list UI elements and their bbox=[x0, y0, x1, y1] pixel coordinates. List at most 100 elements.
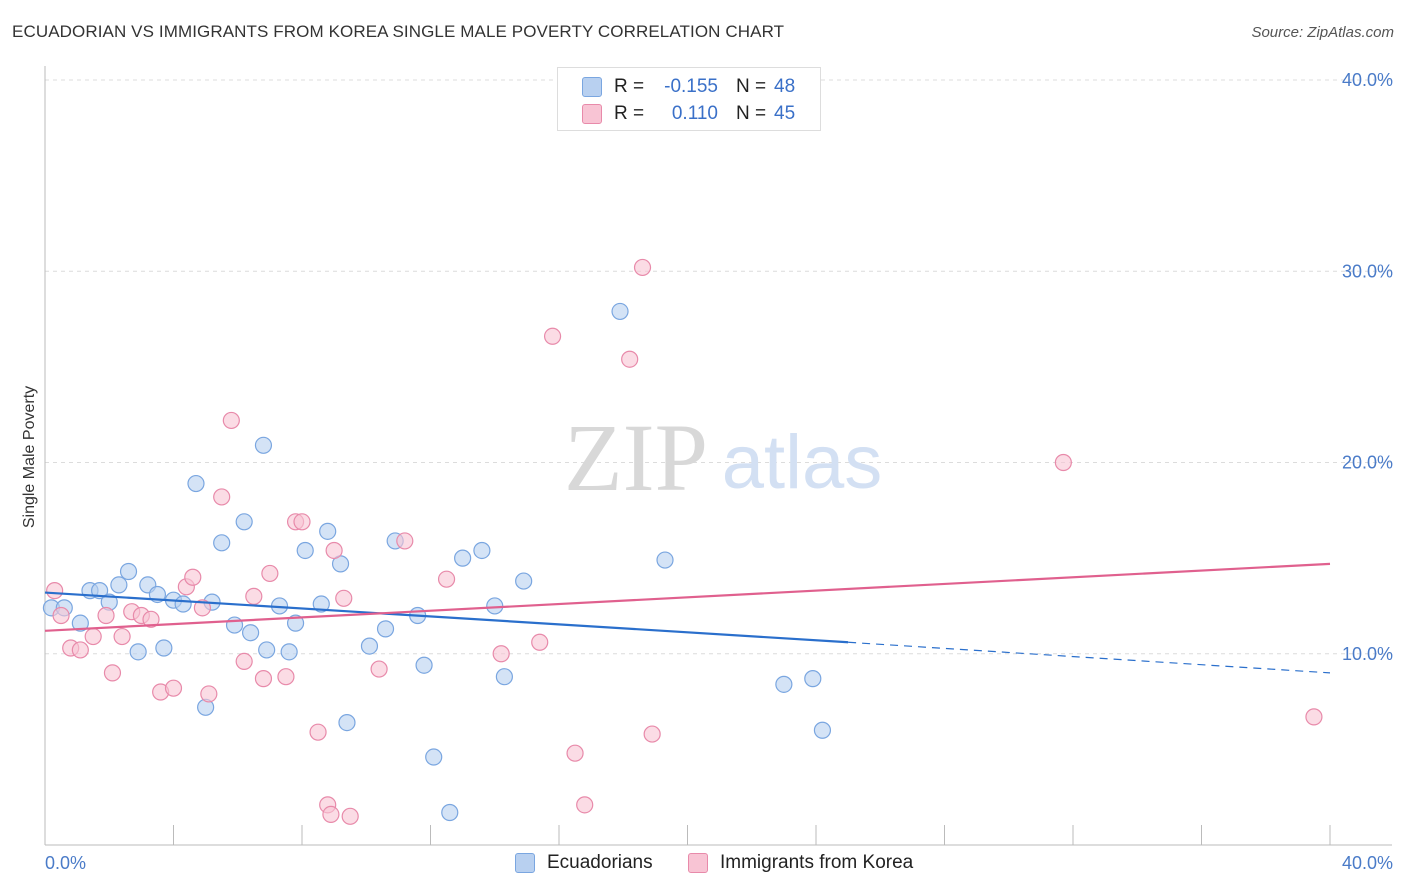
ecuadorian-point bbox=[495, 668, 513, 686]
korea-point bbox=[245, 587, 263, 605]
korea-point bbox=[437, 570, 456, 588]
korea-point bbox=[184, 568, 202, 586]
ecuadorian-point bbox=[473, 541, 491, 560]
y-tick-label: 40.0% bbox=[1342, 70, 1393, 90]
y-tick-label: 10.0% bbox=[1342, 644, 1393, 664]
ecuadorian-point bbox=[187, 474, 205, 493]
ecuadorian-point bbox=[213, 534, 231, 552]
ecuadorian-point bbox=[454, 549, 472, 567]
korea-point bbox=[566, 744, 584, 762]
korea-point bbox=[643, 725, 661, 743]
x-tick-label: 40.0% bbox=[1342, 853, 1393, 873]
ecuadorian-point bbox=[296, 541, 314, 560]
ecuadorian-trend-line bbox=[44, 591, 849, 644]
korea-point bbox=[46, 582, 64, 600]
korea-point bbox=[142, 610, 160, 628]
ecuadorian-point bbox=[174, 595, 192, 613]
ecuadorian-point bbox=[486, 597, 504, 615]
data-points bbox=[42, 258, 1323, 825]
ecuadorian-point bbox=[360, 637, 379, 655]
axes bbox=[44, 66, 1392, 846]
series-legend: Ecuadorians Immigrants from Korea bbox=[0, 852, 1406, 878]
korea-point bbox=[1054, 453, 1072, 472]
ecuadorian-point bbox=[312, 595, 330, 613]
legend-swatch-blue bbox=[515, 853, 535, 873]
korea-point bbox=[325, 541, 343, 560]
ecuadorian-point bbox=[110, 576, 128, 594]
korea-point bbox=[193, 599, 212, 617]
korea-point bbox=[492, 645, 510, 663]
korea-trend-line bbox=[44, 562, 1331, 632]
legend-r-label: R = bbox=[614, 76, 645, 97]
ecuadorian-point bbox=[129, 643, 147, 661]
watermark-atlas: atlas bbox=[722, 420, 883, 505]
legend-swatch-pink bbox=[582, 104, 602, 124]
legend-n-label: N = bbox=[736, 103, 767, 124]
y-axis-label: Single Male Poverty bbox=[21, 386, 38, 528]
ecuadorian-point bbox=[656, 551, 674, 569]
korea-point bbox=[370, 660, 388, 678]
legend-n-value: 45 bbox=[774, 103, 796, 124]
korea-point bbox=[84, 627, 102, 646]
korea-point bbox=[277, 668, 295, 686]
korea-point bbox=[543, 327, 562, 345]
korea-point bbox=[52, 606, 70, 625]
korea-point bbox=[309, 723, 327, 741]
watermark: ZIP atlas bbox=[564, 404, 882, 511]
korea-point bbox=[396, 532, 414, 550]
y-tick-label: 30.0% bbox=[1342, 261, 1393, 281]
korea-point bbox=[293, 513, 311, 531]
ecuadorian-trend-extension bbox=[848, 641, 1331, 674]
korea-point bbox=[254, 670, 273, 688]
korea-point bbox=[71, 641, 89, 659]
chart-source: Source: ZipAtlas.com bbox=[1251, 24, 1394, 41]
y-tick-label: 20.0% bbox=[1342, 453, 1393, 473]
legend-r-value: -0.155 bbox=[664, 76, 718, 97]
ecuadorian-point bbox=[338, 713, 356, 732]
ecuadorian-point bbox=[286, 614, 305, 632]
legend-label-ecuadorians: Ecuadorians bbox=[547, 852, 653, 873]
korea-point bbox=[335, 589, 353, 607]
legend-swatch-blue bbox=[582, 77, 602, 97]
korea-point bbox=[97, 606, 115, 625]
korea-point bbox=[621, 350, 639, 368]
ecuadorian-point bbox=[280, 643, 298, 661]
legend-item-ecuadorians[interactable]: Ecuadorians bbox=[515, 852, 653, 874]
korea-point bbox=[531, 633, 549, 651]
korea-point bbox=[164, 679, 183, 697]
watermark-zip: ZIP bbox=[564, 404, 708, 511]
trend-lines bbox=[44, 562, 1331, 674]
ecuadorian-point bbox=[515, 572, 533, 590]
legend-r-label: R = bbox=[614, 103, 645, 124]
korea-point bbox=[633, 258, 652, 277]
ecuadorian-point bbox=[242, 624, 260, 642]
ecuadorian-point bbox=[319, 522, 337, 540]
tick-labels: 10.0% 20.0% 30.0% 40.0% 0.0% 40.0% bbox=[45, 70, 1393, 873]
korea-point bbox=[576, 796, 594, 814]
ecuadorian-point bbox=[235, 513, 253, 531]
x-tick-label: 0.0% bbox=[45, 853, 86, 873]
korea-point bbox=[113, 627, 131, 646]
ecuadorian-point bbox=[813, 721, 832, 739]
legend-swatch-pink bbox=[688, 853, 708, 873]
ecuadorian-point bbox=[415, 656, 433, 674]
legend-row-korea: R = 0.110 N = 45 bbox=[582, 102, 795, 126]
korea-point bbox=[341, 807, 359, 825]
correlation-legend: R = -0.155 N = 48 R = 0.110 N = 45 bbox=[557, 67, 821, 131]
korea-point bbox=[1305, 708, 1323, 726]
ecuadorian-point bbox=[258, 641, 276, 659]
korea-point bbox=[103, 664, 122, 682]
ecuadorian-point bbox=[155, 639, 173, 657]
legend-row-ecuadorians: R = -0.155 N = 48 bbox=[582, 75, 795, 99]
ecuadorian-point bbox=[441, 803, 459, 822]
korea-point bbox=[213, 488, 231, 506]
legend-r-value: 0.110 bbox=[671, 103, 718, 124]
ecuadorian-point bbox=[119, 562, 138, 581]
korea-point bbox=[235, 652, 253, 671]
legend-item-korea[interactable]: Immigrants from Korea bbox=[688, 852, 913, 874]
ecuadorian-point bbox=[804, 670, 822, 688]
korea-point bbox=[222, 411, 240, 430]
korea-point bbox=[261, 564, 279, 583]
ecuadorian-point bbox=[376, 620, 395, 638]
